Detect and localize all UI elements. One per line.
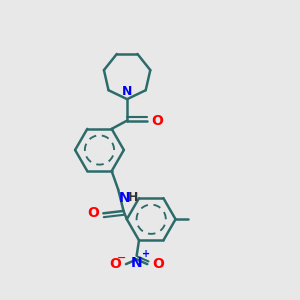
Text: N: N [131,256,142,270]
Text: N: N [122,85,132,98]
Text: O: O [88,206,100,220]
Text: −: − [117,253,126,262]
Text: O: O [109,257,121,271]
Text: O: O [151,114,163,128]
Text: H: H [128,191,138,204]
Text: +: + [142,249,150,259]
Text: O: O [152,257,164,271]
Text: N: N [119,191,131,205]
